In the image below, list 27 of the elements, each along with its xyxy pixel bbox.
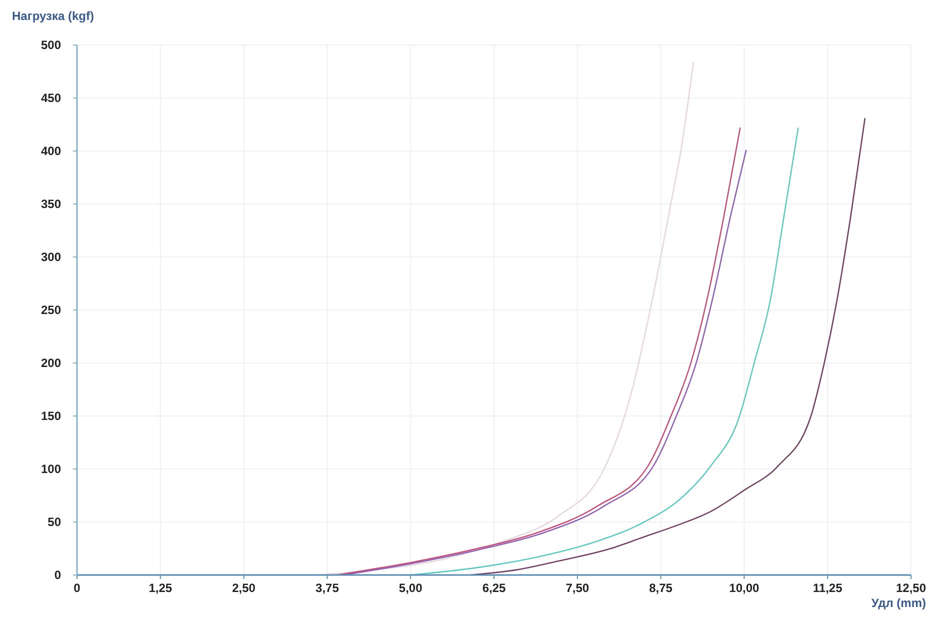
y-tick-label: 250 [40, 303, 62, 317]
x-tick-label: 12,50 [896, 581, 926, 595]
x-tick-label: 0 [74, 581, 81, 595]
y-tick-label: 100 [40, 462, 62, 476]
line-series [470, 117, 866, 576]
y-axis-title: Нагрузка (kgf) [12, 9, 94, 23]
x-tick-label: 7,50 [566, 581, 590, 595]
y-tick-label: 350 [40, 197, 62, 211]
y-tick-label: 50 [48, 515, 62, 529]
y-tick-label: 0 [54, 568, 62, 582]
y-tick-label: 200 [40, 356, 62, 370]
x-tick-label: 8,75 [649, 581, 673, 595]
x-tick-label: 3,75 [316, 581, 340, 595]
x-tick-label: 5,00 [398, 581, 423, 595]
x-tick-label: 6,25 [482, 581, 506, 595]
line-series [410, 127, 799, 576]
x-tick-label: 11,25 [812, 581, 843, 595]
y-tick-label: 400 [40, 144, 62, 158]
y-tick-label: 450 [40, 91, 62, 105]
x-axis-title: Удл (mm) [871, 596, 926, 610]
line-series [316, 61, 694, 576]
y-tick-label: 150 [40, 409, 62, 423]
x-tick-label: 2,50 [232, 581, 256, 595]
y-tick-label: 300 [40, 250, 62, 264]
x-tick-label: 10,00 [729, 581, 760, 595]
y-tick-label: 500 [40, 38, 62, 52]
x-tick-label: 1,25 [148, 581, 172, 595]
